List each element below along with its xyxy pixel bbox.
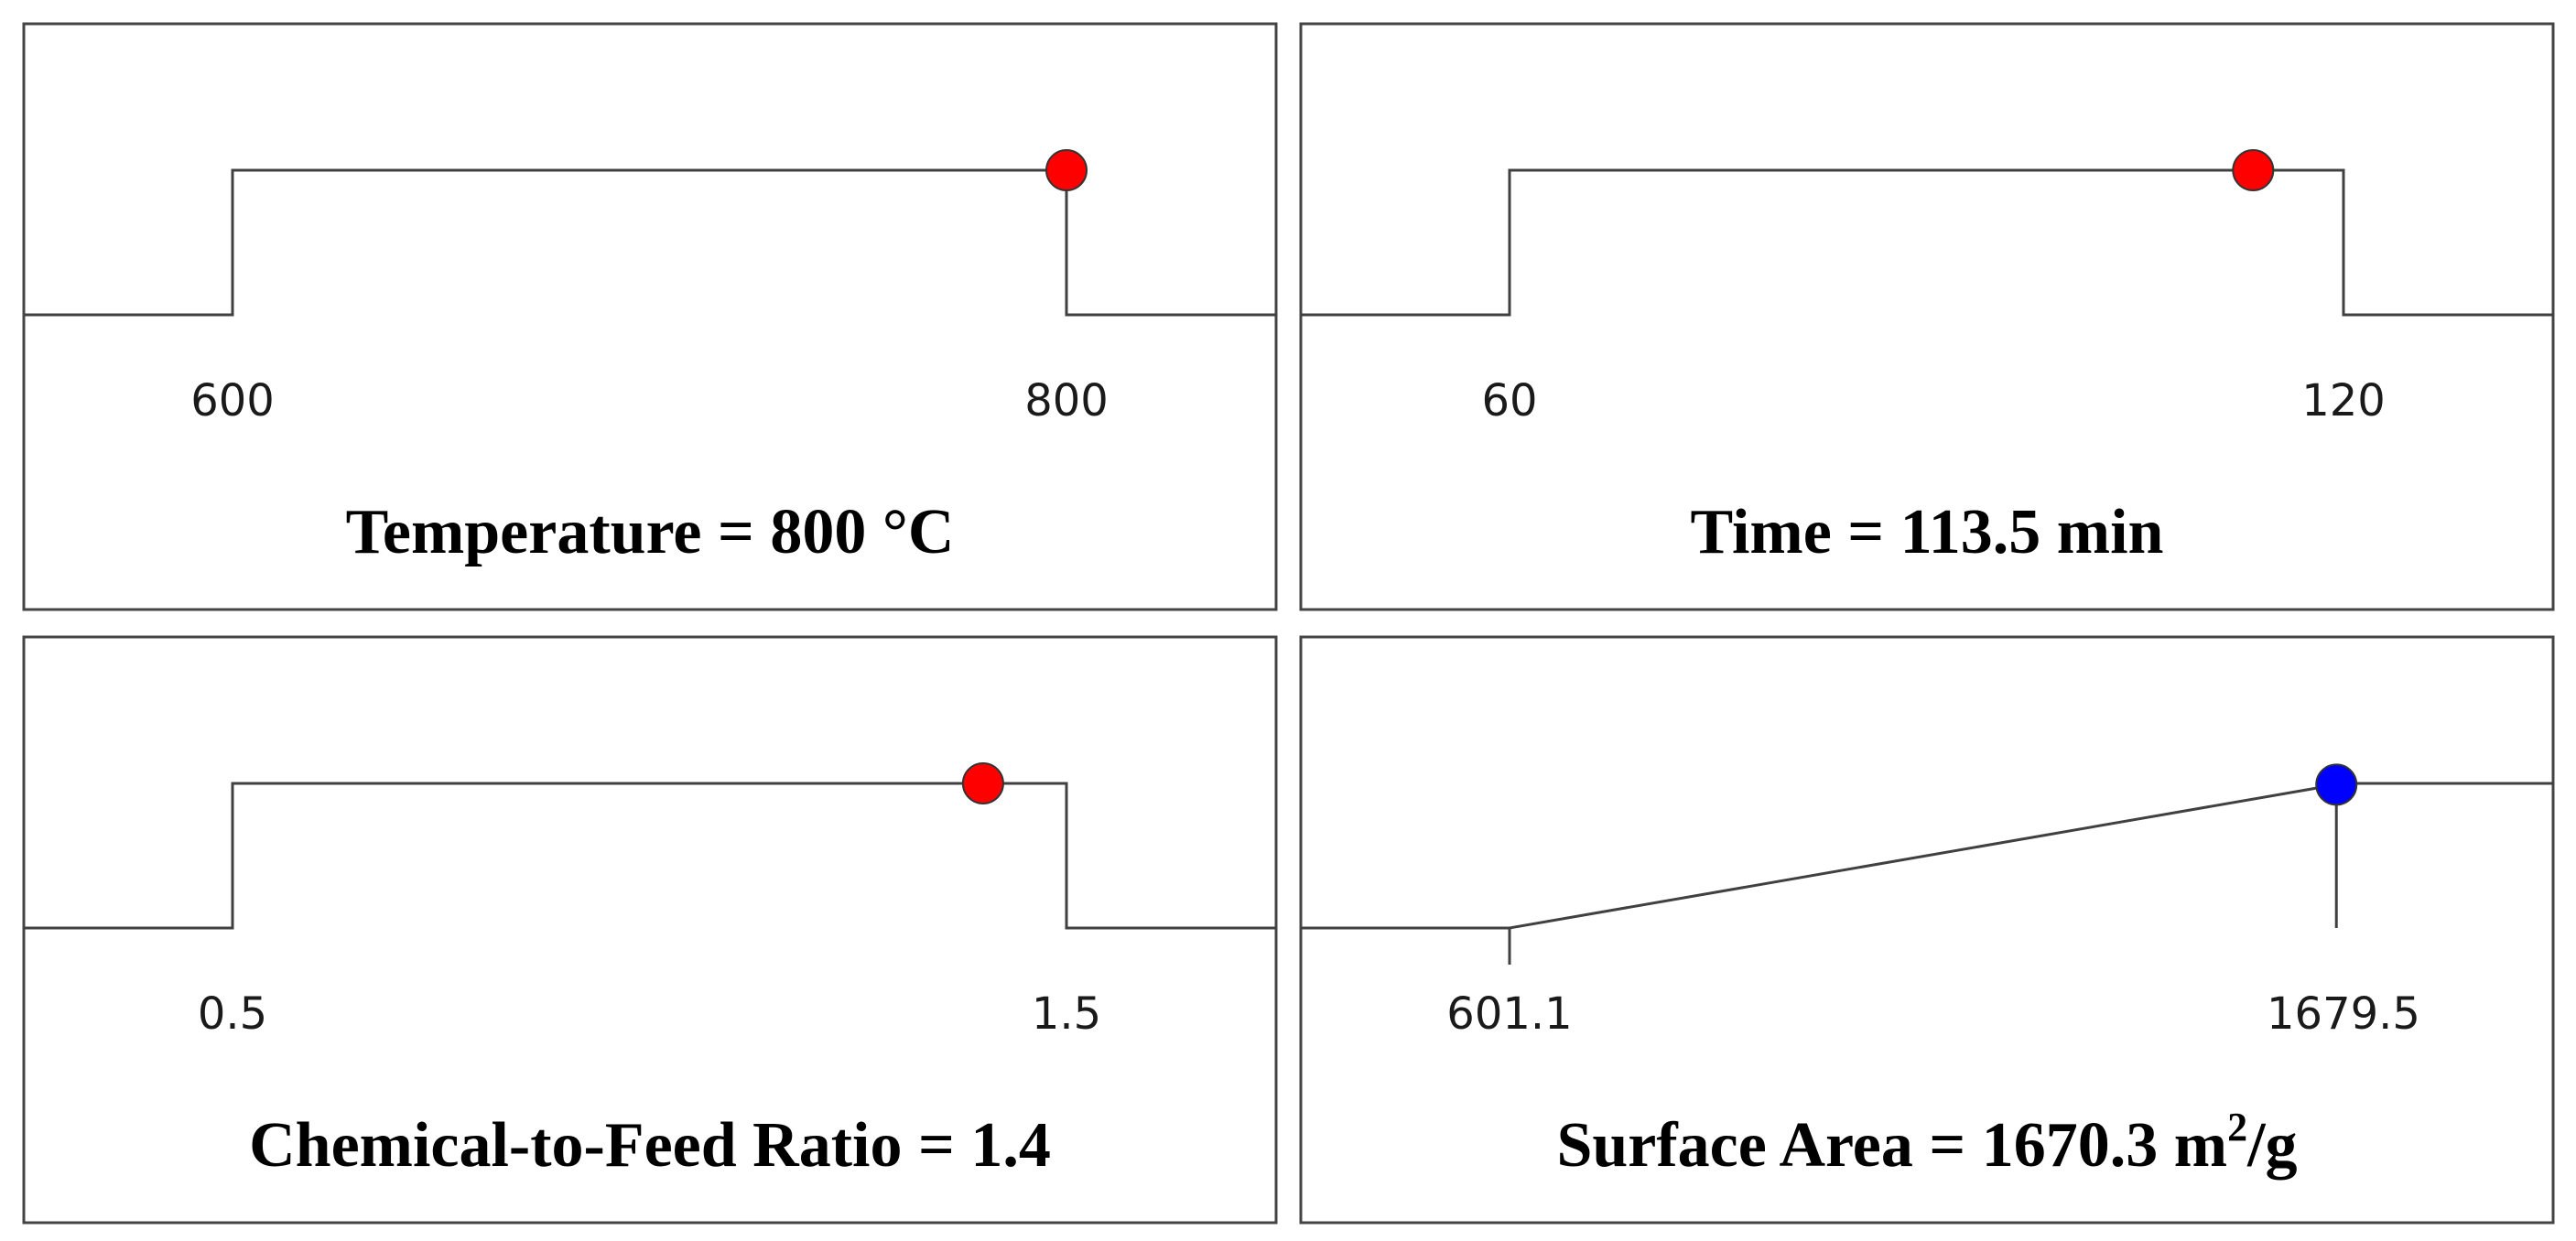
panel-surface-area: 601.1 1679.5 Surface Area = 1670.3 m2/g [1299, 635, 2555, 1225]
current-value-marker [2232, 149, 2275, 191]
high-tick-label: 1.5 [1032, 988, 1101, 1040]
desirability-curve [24, 168, 1276, 317]
panel-chemical-to-feed-ratio: 0.5 1.5 Chemical-to-Feed Ratio = 1.4 [22, 635, 1278, 1225]
desirability-curve [1301, 782, 2553, 930]
high-tick-label: 120 [2301, 375, 2386, 426]
low-tick-label: 0.5 [198, 988, 267, 1040]
current-value-marker [2315, 763, 2358, 806]
panel-title: Chemical-to-Feed Ratio = 1.4 [249, 1110, 1051, 1181]
desirability-curve [1301, 168, 2553, 317]
low-tick-label: 60 [1481, 375, 1537, 426]
low-tick-label: 600 [190, 375, 275, 426]
low-tick-label: 601.1 [1446, 988, 1572, 1040]
panel-time: 60 120 Time = 113.5 min [1299, 22, 2555, 611]
high-tick-label: 800 [1024, 375, 1109, 426]
panel-title: Surface Area = 1670.3 m2/g [1556, 1105, 2297, 1181]
current-value-marker [961, 762, 1004, 804]
high-tick-label: 1679.5 [2267, 988, 2420, 1040]
panel-title: Time = 113.5 min [1691, 497, 2164, 567]
panel-frame [22, 22, 1278, 611]
panel-temperature: 600 800 Temperature = 800 °C [22, 22, 1278, 611]
current-value-marker [1045, 149, 1088, 191]
panel-frame [22, 635, 1278, 1225]
desirability-curve [24, 782, 1276, 930]
panel-title: Temperature = 800 °C [346, 497, 955, 567]
panel-frame [1299, 22, 2555, 611]
